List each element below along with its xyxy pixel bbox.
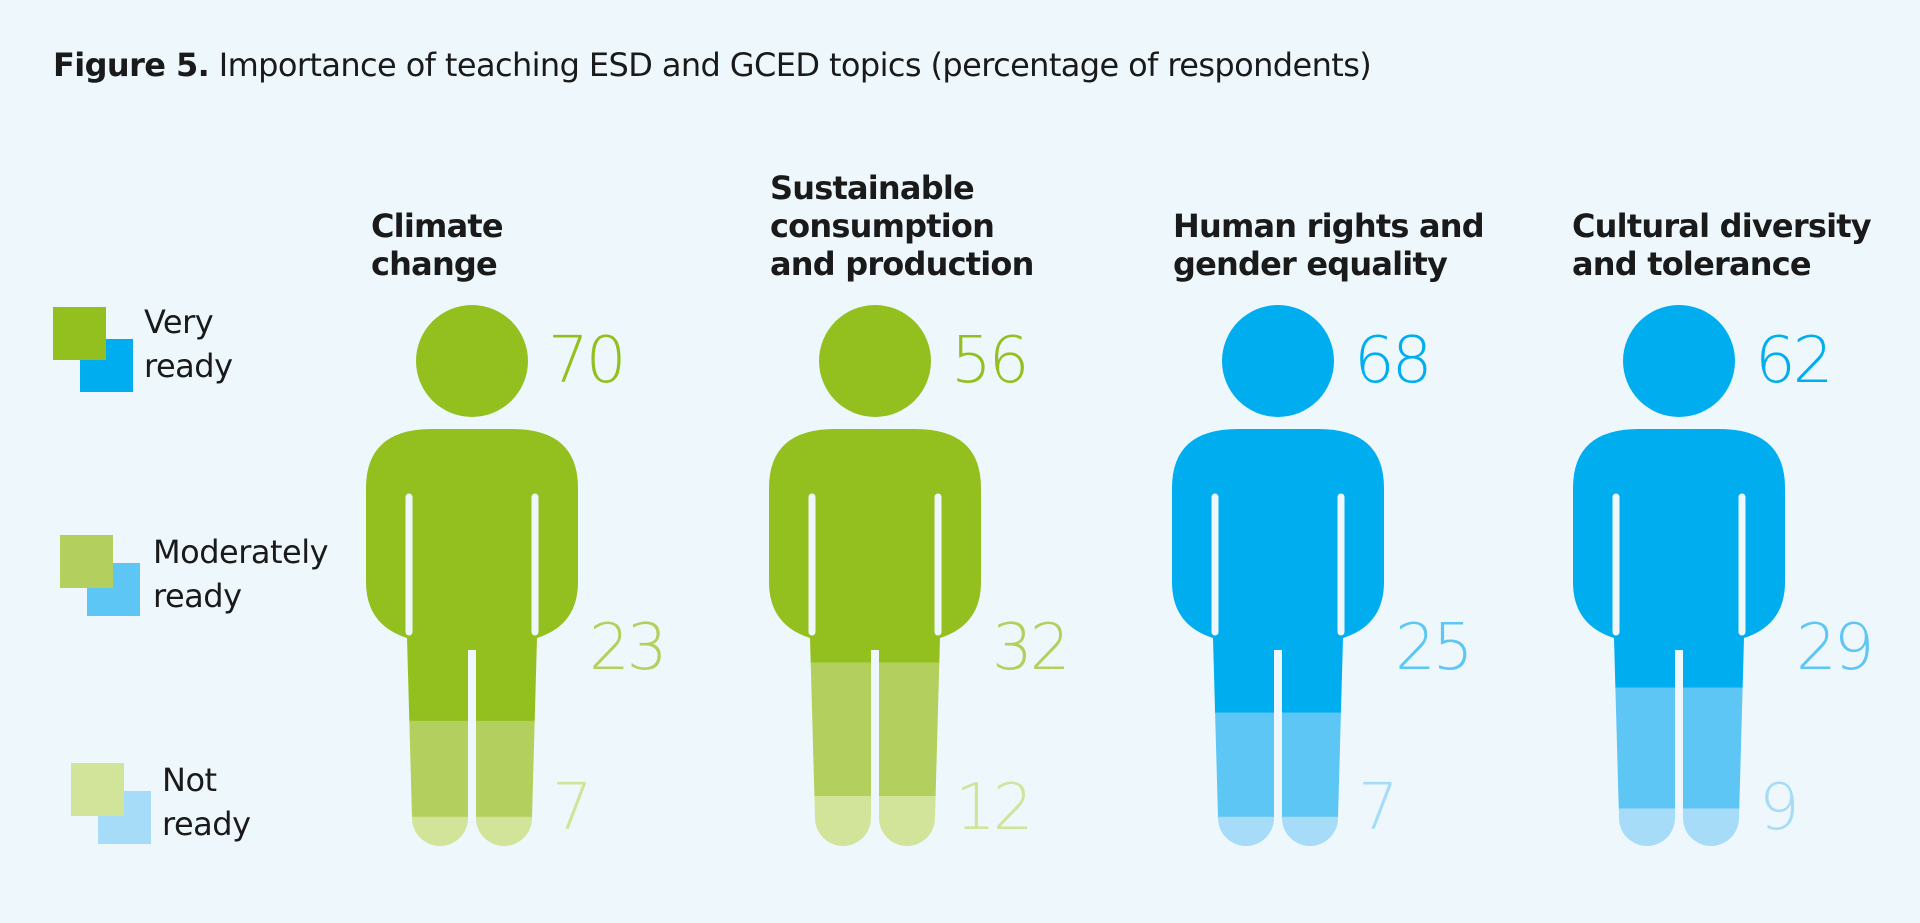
segment-very-ready-cultural-diversity [1573,429,1785,689]
category-label-sustainable-consumption: Sustainable consumption and production [770,169,1034,283]
figure-climate-change: 70 23 7 [366,305,667,846]
value-label-not-ready-climate-change: 7 [552,771,590,845]
chart-title: Figure 5. Importance of teaching ESD and… [53,46,1372,84]
value-label-very-ready-human-rights: 68 [1354,324,1429,398]
value-label-not-ready-cultural-diversity: 9 [1759,771,1797,845]
figure-title-text: Importance of teaching ESD and GCED topi… [218,46,1372,84]
value-label-moderately-ready-climate-change: 23 [589,611,664,685]
value-label-moderately-ready-sustainable-consumption: 32 [992,611,1067,685]
legend-swatch-green-not-ready [71,763,124,816]
legend-label-very-ready: Very ready [144,303,233,385]
figure-sustainable-consumption: 56 32 12 [769,305,1070,846]
legend-swatch-green-very-ready [53,307,106,360]
value-label-very-ready-cultural-diversity: 62 [1755,324,1830,398]
segment-very-ready-climate-change [366,429,578,722]
head-climate-change [416,305,528,417]
value-label-very-ready-sustainable-consumption: 56 [951,324,1026,398]
value-label-not-ready-sustainable-consumption: 12 [955,771,1030,845]
head-cultural-diversity [1623,305,1735,417]
category-label-cultural-diversity: Cultural diversity and tolerance [1572,207,1872,283]
legend-label-moderately-ready: Moderately ready [153,533,329,615]
figure-label: Figure 5. [53,46,210,84]
category-label-human-rights: Human rights and gender equality [1173,207,1485,283]
value-label-moderately-ready-human-rights: 25 [1395,611,1470,685]
legend-label-not-ready: Not ready [162,761,251,843]
segment-very-ready-human-rights [1172,429,1384,714]
legend-swatch-green-moderately-ready [60,535,113,588]
value-label-not-ready-human-rights: 7 [1358,771,1396,845]
figure-cultural-diversity: 62 29 9 [1573,305,1874,846]
value-label-moderately-ready-cultural-diversity: 29 [1796,611,1871,685]
head-human-rights [1222,305,1334,417]
segment-very-ready-sustainable-consumption [769,429,981,664]
value-label-very-ready-climate-change: 70 [548,324,623,398]
category-label-climate-change: Climate change [371,207,504,283]
figure-human-rights: 68 25 7 [1172,305,1473,846]
head-sustainable-consumption [819,305,931,417]
